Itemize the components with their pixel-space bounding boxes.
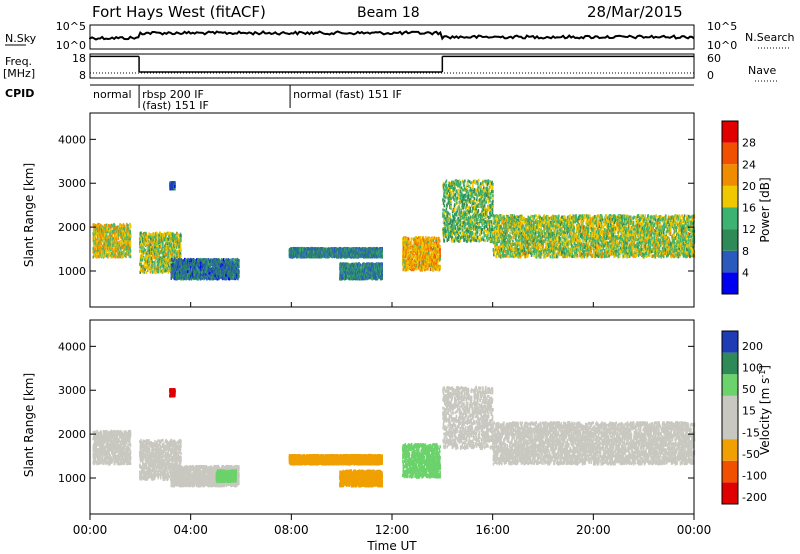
nsearch-tick-bottom: 10^0 xyxy=(707,39,737,52)
range-cell xyxy=(130,255,132,258)
range-cell xyxy=(130,240,132,243)
range-cell xyxy=(170,244,172,247)
nsky-tick-bottom: 10^0 xyxy=(56,39,86,52)
freq-panel xyxy=(90,54,694,78)
range-cell xyxy=(130,244,132,247)
range-cell xyxy=(155,267,157,270)
date-label: 28/Mar/2015 xyxy=(587,3,683,21)
range-cell xyxy=(158,248,160,251)
range-cell xyxy=(156,247,158,250)
nave-tick-top: 60 xyxy=(707,52,721,65)
range-cell xyxy=(124,248,126,251)
range-cell xyxy=(158,270,160,273)
range-cell xyxy=(146,237,148,240)
range-cell xyxy=(161,243,163,246)
nsky-trace xyxy=(90,32,694,40)
range-cell xyxy=(123,236,125,239)
range-cell xyxy=(154,264,156,267)
freq-label-2: [MHz] xyxy=(3,67,35,80)
scatter-region xyxy=(93,223,132,259)
range-cell xyxy=(164,232,166,235)
range-cell xyxy=(162,233,164,236)
range-cell xyxy=(155,271,157,274)
range-cell xyxy=(140,250,142,253)
nsky-label: N.Sky xyxy=(5,32,37,45)
range-cell xyxy=(159,270,161,273)
range-cell xyxy=(107,256,109,259)
range-cell xyxy=(166,252,168,255)
freq-tick-bottom: 8 xyxy=(79,69,86,82)
range-cell xyxy=(120,248,122,251)
freq-tick-top: 18 xyxy=(72,52,86,65)
range-cell xyxy=(124,245,126,248)
range-cell xyxy=(118,237,120,240)
range-cell xyxy=(148,254,150,257)
range-cell xyxy=(106,250,108,253)
range-cell xyxy=(170,234,172,237)
range-cell xyxy=(144,265,146,268)
nave-label: Nave xyxy=(748,64,776,77)
range-cell xyxy=(161,249,163,252)
nsearch-tick-top: 10^5 xyxy=(707,20,737,33)
cpid-segment-label: (fast) 151 IF xyxy=(142,99,209,112)
range-cell xyxy=(162,270,164,273)
range-cell xyxy=(142,258,144,261)
station-title: Fort Hays West (fitACF) xyxy=(92,3,266,21)
cpid-segment-label: normal (fast) 151 IF xyxy=(293,88,402,101)
range-cell xyxy=(168,238,170,241)
range-cell xyxy=(149,266,151,269)
nave-tick-bottom: 0 xyxy=(707,69,714,82)
range-cell xyxy=(129,247,131,250)
range-time-figure: Fort Hays West (fitACF) Beam 18 28/Mar/2… xyxy=(0,0,800,554)
range-cell xyxy=(125,255,127,258)
range-cell xyxy=(162,241,164,244)
range-cell xyxy=(155,261,157,264)
cpid-segment-label: normal xyxy=(93,88,132,101)
freq-trace xyxy=(90,56,694,73)
range-cell xyxy=(130,235,132,238)
range-cell xyxy=(130,250,132,253)
range-cell xyxy=(168,251,170,254)
range-cell xyxy=(151,252,153,255)
beam-label: Beam 18 xyxy=(357,5,420,21)
range-cell xyxy=(145,243,147,246)
nsearch-label: N.Search xyxy=(745,31,795,44)
range-cell xyxy=(130,225,132,228)
nsky-tick-top: 10^5 xyxy=(56,20,86,33)
cpid-label: CPID xyxy=(5,87,34,100)
range-cell xyxy=(153,238,155,241)
range-cell xyxy=(127,230,128,233)
range-cell xyxy=(123,254,125,257)
nsky-line xyxy=(90,32,694,40)
range-cell xyxy=(109,241,111,244)
